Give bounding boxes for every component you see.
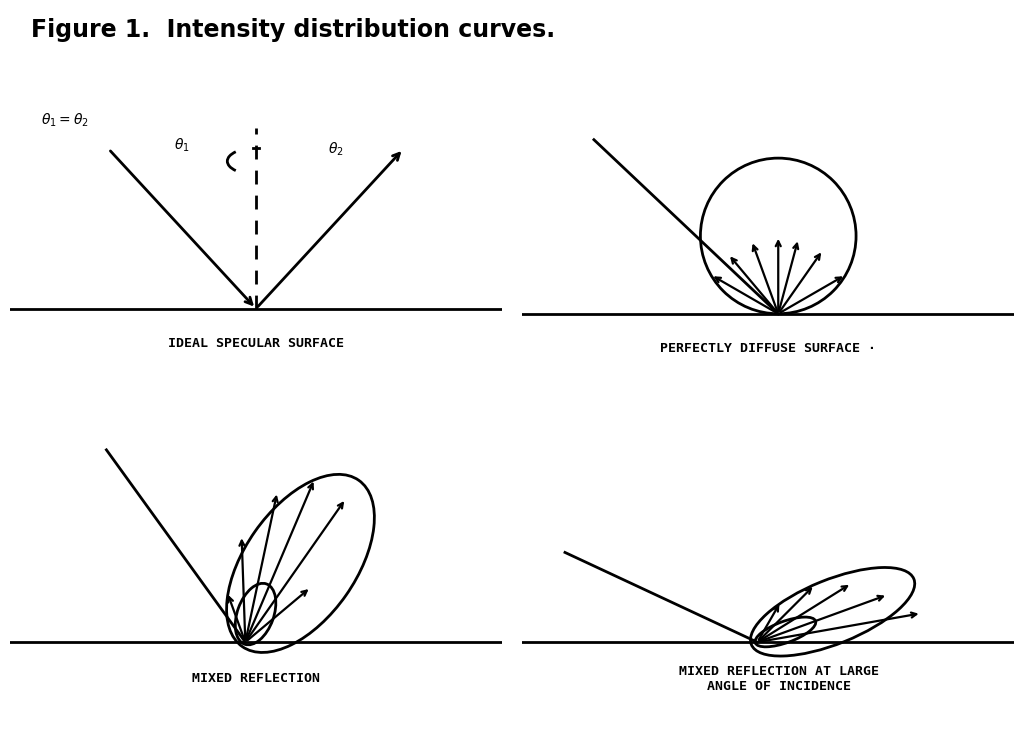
Text: PERFECTLY DIFFUSE SURFACE ·: PERFECTLY DIFFUSE SURFACE · [660, 342, 876, 355]
Text: MIXED REFLECTION AT LARGE
ANGLE OF INCIDENCE: MIXED REFLECTION AT LARGE ANGLE OF INCID… [679, 664, 879, 692]
Text: $\theta_1$: $\theta_1$ [174, 136, 190, 154]
Text: IDEAL SPECULAR SURFACE: IDEAL SPECULAR SURFACE [168, 337, 344, 350]
Text: $\theta_1 = \theta_2$: $\theta_1 = \theta_2$ [41, 111, 89, 129]
Text: $\theta_2$: $\theta_2$ [328, 140, 344, 158]
Text: MIXED REFLECTION: MIXED REFLECTION [193, 672, 319, 685]
Text: Figure 1.  Intensity distribution curves.: Figure 1. Intensity distribution curves. [31, 18, 555, 43]
